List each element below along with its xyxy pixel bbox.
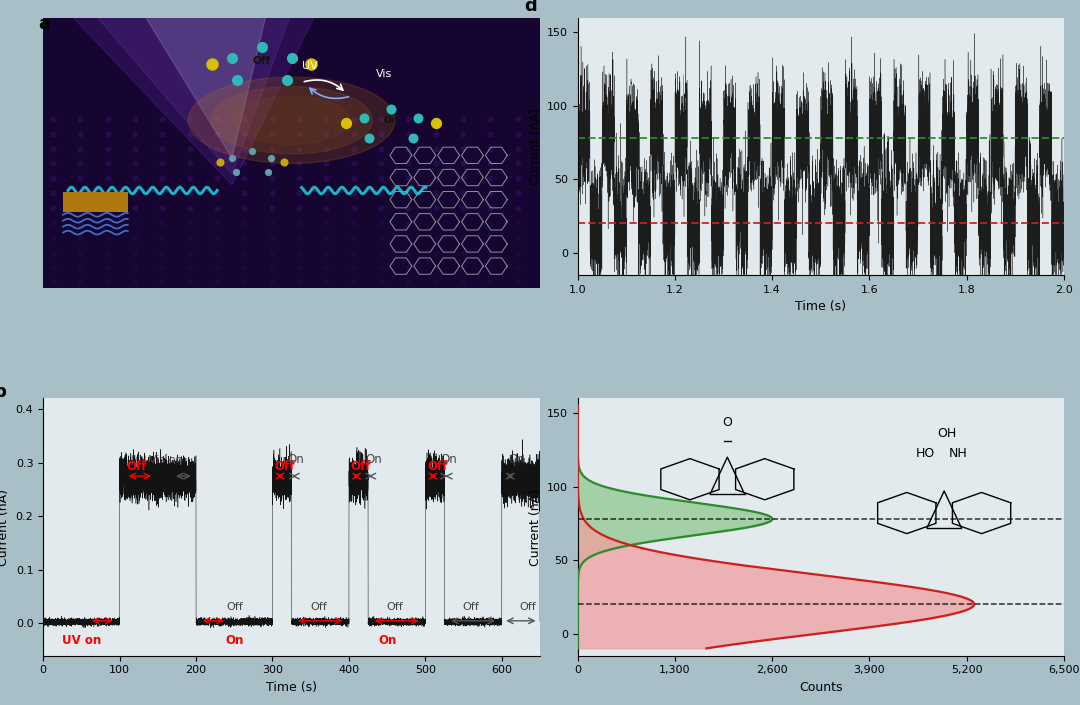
Text: Off: Off (519, 602, 536, 612)
X-axis label: Counts: Counts (799, 681, 842, 694)
Text: Vis on: Vis on (149, 455, 183, 465)
Text: Off: Off (387, 602, 403, 612)
X-axis label: Time (s): Time (s) (266, 681, 318, 694)
Ellipse shape (211, 87, 373, 154)
Text: Off: Off (226, 602, 243, 612)
Text: On: On (378, 634, 396, 647)
Text: Vis: Vis (376, 69, 392, 79)
Text: OH: OH (936, 427, 956, 440)
Y-axis label: Current (nA): Current (nA) (528, 108, 541, 185)
Text: b: b (0, 383, 6, 401)
Text: Off: Off (126, 460, 147, 473)
Text: HO: HO (916, 447, 935, 460)
Text: Off: Off (427, 460, 447, 473)
Text: Off: Off (310, 602, 327, 612)
Text: d: d (525, 0, 537, 15)
Text: On: On (225, 634, 243, 647)
Text: UV: UV (301, 61, 318, 71)
X-axis label: Time (s): Time (s) (795, 300, 847, 313)
Bar (63, 192, 127, 212)
Polygon shape (143, 12, 267, 158)
Text: Off: Off (253, 56, 271, 66)
Text: O: O (723, 416, 732, 429)
Text: On: On (365, 453, 381, 466)
Text: a: a (38, 15, 51, 33)
Polygon shape (68, 12, 316, 185)
Ellipse shape (188, 77, 395, 164)
Text: On: On (383, 116, 399, 125)
Text: On: On (440, 453, 457, 466)
Text: Off: Off (350, 460, 370, 473)
Polygon shape (93, 12, 292, 174)
Text: UV on: UV on (62, 634, 102, 647)
Text: On: On (508, 453, 525, 466)
Y-axis label: Current (nA): Current (nA) (0, 489, 10, 565)
Text: Off: Off (463, 602, 480, 612)
Text: Off: Off (274, 460, 295, 473)
Ellipse shape (233, 96, 350, 145)
Y-axis label: Current (nA): Current (nA) (528, 489, 541, 565)
Text: NH: NH (948, 447, 968, 460)
Text: On: On (287, 453, 303, 466)
